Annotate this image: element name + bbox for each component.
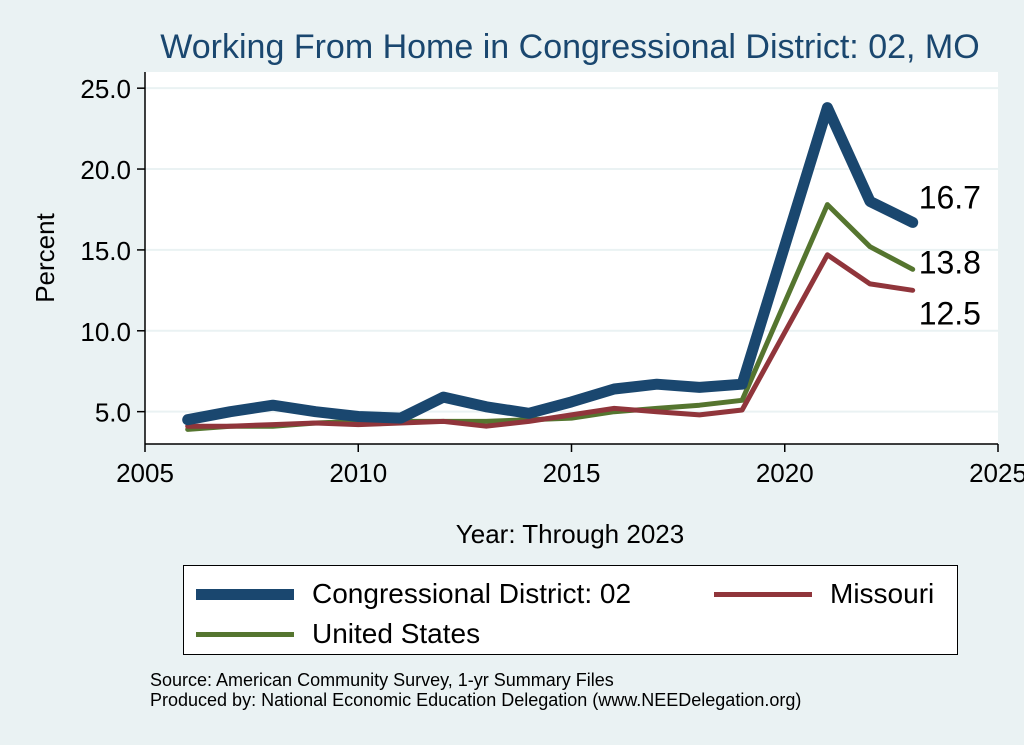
producer-note: Produced by: National Economic Education…	[150, 690, 802, 710]
end-label-us: 13.8	[919, 244, 981, 280]
x-tick-label: 2015	[543, 458, 601, 488]
legend-swatch-us	[196, 631, 294, 637]
legend-swatch-district	[196, 588, 294, 600]
legend-label-district: Congressional District: 02	[312, 578, 632, 609]
y-tick-label: 5.0	[95, 398, 131, 428]
x-tick-label: 2025	[969, 458, 1024, 488]
y-axis-label: Percent	[30, 212, 60, 302]
y-tick-label: 15.0	[80, 236, 131, 266]
legend-label-us: United States	[312, 618, 481, 649]
legend: Congressional District: 02 Missouri Unit…	[183, 565, 958, 655]
x-axis-label: Year: Through 2023	[456, 519, 684, 549]
end-label-district: 16.7	[919, 179, 981, 215]
series-lines	[182, 102, 919, 432]
chart-title: Working From Home in Congressional Distr…	[160, 28, 979, 66]
x-tick-label: 2005	[116, 458, 174, 488]
axes: 5.0 10.0 15.0 20.0 25.0 2005 2010 2015 2020 2025	[80, 72, 1024, 488]
y-tick-label: 25.0	[80, 74, 131, 104]
legend-item-us: United States	[196, 618, 480, 650]
source-note: Source: American Community Survey, 1-yr …	[150, 670, 614, 690]
end-label-missouri: 12.5	[919, 295, 981, 331]
series-line-missouri	[185, 252, 916, 429]
x-tick-label: 2020	[756, 458, 814, 488]
legend-swatch-missouri	[714, 591, 812, 597]
plot-area	[145, 72, 998, 444]
y-tick-label: 10.0	[80, 317, 131, 347]
legend-item-missouri: Missouri	[714, 578, 934, 610]
series-line-district	[182, 102, 919, 426]
legend-item-district: Congressional District: 02	[196, 578, 631, 610]
legend-label-missouri: Missouri	[830, 578, 935, 609]
x-tick-label: 2010	[329, 458, 387, 488]
end-labels: 16.7 12.5 13.8	[919, 179, 981, 331]
y-tick-label: 20.0	[80, 155, 131, 185]
